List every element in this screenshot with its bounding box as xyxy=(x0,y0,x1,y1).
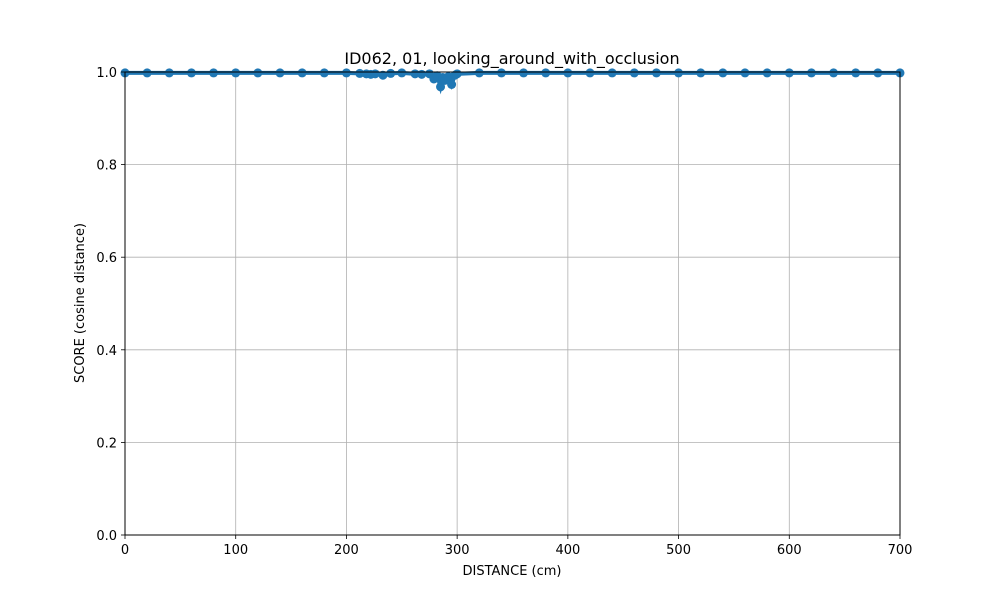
y-tick-label: 0.4 xyxy=(96,344,117,359)
data-point xyxy=(541,68,551,78)
chart-title: ID062, 01, looking_around_with_occlusion xyxy=(344,49,679,69)
data-point xyxy=(806,68,816,78)
x-tick-label: 700 xyxy=(888,543,913,558)
plot-frame xyxy=(124,71,901,536)
data-point xyxy=(674,68,684,78)
data-point xyxy=(740,68,750,78)
data-point xyxy=(474,68,484,78)
y-axis: 0.0 0.2 0.4 0.6 0.8 1.0 xyxy=(96,66,125,544)
y-tick-label: 0.8 xyxy=(96,159,117,174)
data-point xyxy=(829,68,839,78)
data-point xyxy=(585,68,595,78)
data-point xyxy=(762,68,772,78)
y-tick-label: 0.0 xyxy=(96,529,117,544)
data-point xyxy=(231,68,241,78)
data-point xyxy=(297,68,307,78)
data-point xyxy=(651,68,661,78)
x-tick-label: 100 xyxy=(223,543,248,558)
data-point xyxy=(496,68,506,78)
data-point xyxy=(452,69,462,79)
data-point xyxy=(209,68,219,78)
x-tick-label: 500 xyxy=(666,543,691,558)
data-point xyxy=(378,70,388,80)
data-point xyxy=(629,68,639,78)
data-point xyxy=(417,69,427,79)
data-point xyxy=(253,68,263,78)
x-axis: 0 100 200 300 400 500 600 700 xyxy=(121,535,913,558)
data-point xyxy=(142,68,152,78)
data-point xyxy=(275,68,285,78)
data-point xyxy=(607,68,617,78)
y-tick-label: 1.0 xyxy=(96,66,117,81)
plot-area xyxy=(125,72,900,535)
data-point xyxy=(873,68,883,78)
data-point xyxy=(696,68,706,78)
data-point xyxy=(164,68,174,78)
data-point xyxy=(355,68,365,78)
x-axis-label: DISTANCE (cm) xyxy=(462,564,561,579)
x-tick-label: 600 xyxy=(777,543,802,558)
data-point xyxy=(784,68,794,78)
data-point xyxy=(436,82,446,92)
x-tick-label: 400 xyxy=(555,543,580,558)
data-point xyxy=(519,68,529,78)
data-point xyxy=(447,80,457,90)
data-point xyxy=(186,68,196,78)
y-tick-label: 0.2 xyxy=(96,436,117,451)
x-tick-label: 300 xyxy=(445,543,470,558)
data-point xyxy=(386,68,396,78)
data-point xyxy=(563,68,573,78)
data-point xyxy=(851,68,861,78)
y-tick-label: 0.6 xyxy=(96,251,117,266)
x-tick-label: 0 xyxy=(121,543,129,558)
data-point xyxy=(718,68,728,78)
data-point xyxy=(397,68,407,78)
data-point xyxy=(319,68,329,78)
x-tick-label: 200 xyxy=(334,543,359,558)
data-point xyxy=(341,68,351,78)
y-axis-label: SCORE (cosine distance) xyxy=(73,223,88,383)
data-point xyxy=(370,69,380,79)
